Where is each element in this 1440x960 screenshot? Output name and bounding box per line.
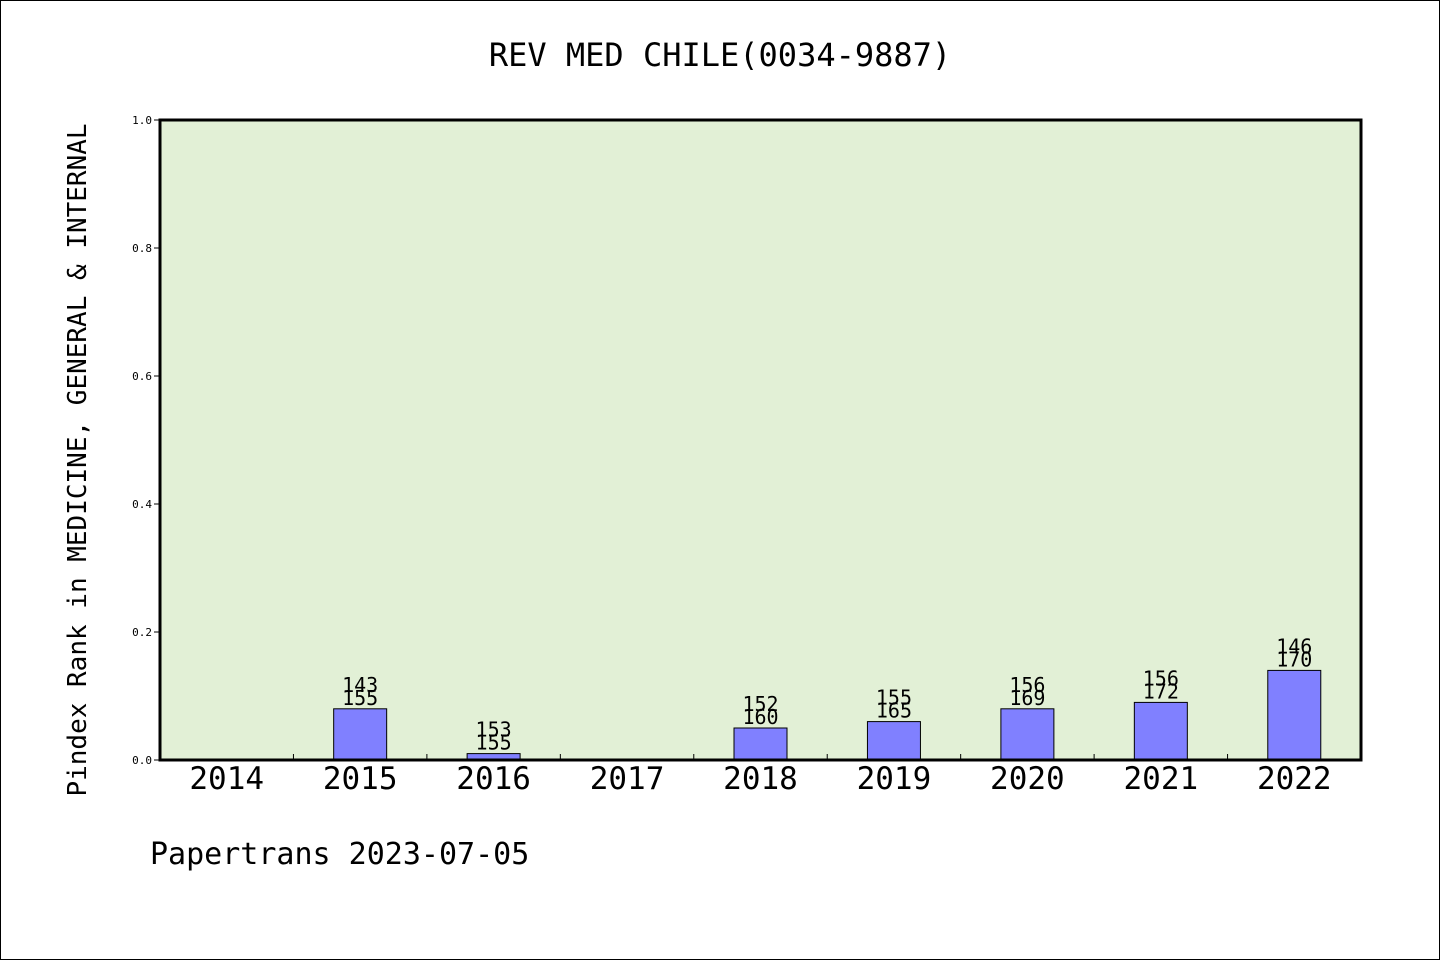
data-label-bottom-2022: 170 [1276, 647, 1312, 671]
bar-2022 [1267, 669, 1322, 761]
bar-2021 [1133, 701, 1188, 761]
y-tick-label-1.0: 1.0 [132, 114, 152, 127]
plot-area [160, 120, 1361, 760]
y-tick-label-0.8: 0.8 [132, 242, 152, 255]
data-label-top-2015: 143 [342, 673, 378, 697]
data-label-top-2016: 153 [476, 718, 512, 742]
data-labels-layer: 1431551531551521601551651561691561721461… [342, 634, 1312, 754]
data-label-bottom-2016: 155 [476, 731, 512, 755]
y-axis: 0.0 0.2 0.4 0.6 0.8 1.0 [132, 114, 160, 767]
y-tick-label-0.0: 0.0 [132, 754, 152, 767]
data-label-bottom-2015: 155 [342, 686, 378, 710]
bar-2020 [1000, 708, 1055, 761]
data-label-top-2018: 152 [742, 692, 778, 716]
bar-2019 [866, 721, 921, 761]
data-label-bottom-2020: 169 [1009, 686, 1045, 710]
footer-text: Papertrans 2023-07-05 [150, 837, 529, 872]
chart-title: REV MED CHILE(0034-9887) [489, 36, 951, 74]
plot-border [158, 118, 1363, 762]
x-tick-label-2018: 2018 [723, 761, 798, 797]
bar-2018 [733, 727, 788, 761]
y-tick-label-0.2: 0.2 [132, 626, 152, 639]
bar-2015 [333, 708, 388, 761]
data-label-bottom-2018: 160 [742, 705, 778, 729]
data-label-top-2020: 156 [1009, 673, 1045, 697]
data-label-top-2021: 156 [1143, 666, 1179, 690]
x-tick-label-2015: 2015 [323, 761, 398, 797]
data-label-bottom-2019: 165 [876, 699, 912, 723]
x-tick-label-2021: 2021 [1124, 761, 1199, 797]
data-label-top-2019: 155 [876, 686, 912, 710]
bars-layer [333, 669, 1322, 761]
x-tick-label-2014: 2014 [189, 761, 264, 797]
x-tick-label-2016: 2016 [456, 761, 531, 797]
y-tick-label-0.6: 0.6 [132, 370, 152, 383]
x-tick-label-2022: 2022 [1257, 761, 1332, 797]
x-tick-label-2019: 2019 [857, 761, 932, 797]
y-tick-label-0.4: 0.4 [132, 498, 152, 511]
data-label-bottom-2021: 172 [1143, 679, 1179, 703]
x-tick-label-2020: 2020 [990, 761, 1065, 797]
data-label-top-2022: 146 [1276, 634, 1312, 658]
x-tick-label-2017: 2017 [590, 761, 665, 797]
y-axis-label: Pindex Rank in MEDICINE, GENERAL & INTER… [63, 123, 93, 796]
x-axis: 2014 2015 2016 2017 2018 2019 2020 2021 2022 [189, 754, 1332, 797]
